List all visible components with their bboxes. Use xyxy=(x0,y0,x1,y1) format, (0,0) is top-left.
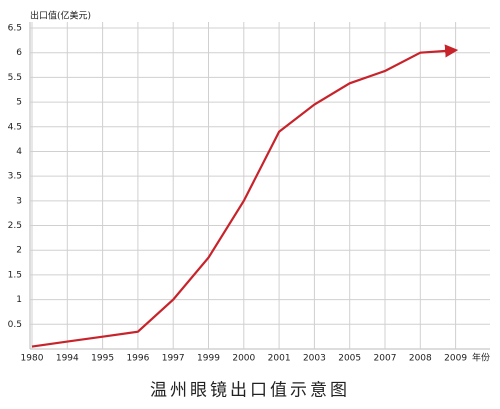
x-tick-label: 2000 xyxy=(232,354,255,364)
x-tick-label: 2009 xyxy=(444,354,467,364)
x-tick-label: 1995 xyxy=(91,354,114,364)
y-tick-label: 1 xyxy=(16,295,22,305)
x-tick-label: 1999 xyxy=(197,354,220,364)
y-tick-label: 0.5 xyxy=(8,320,22,330)
data-line xyxy=(31,44,459,348)
x-tick-label: 1994 xyxy=(56,354,79,364)
chart-title: 温州眼镜出口值示意图 xyxy=(150,381,350,401)
y-tick-label: 6 xyxy=(16,48,22,58)
x-tick-label: 2007 xyxy=(374,354,397,364)
y-tick-label: 2.5 xyxy=(8,221,22,231)
y-tick-label: 5.5 xyxy=(8,73,22,83)
y-tick-label: 3.5 xyxy=(8,172,22,182)
x-axis-label: 年份 xyxy=(472,352,490,364)
x-tick-label: 1980 xyxy=(21,354,44,364)
y-axis-label: 出口值(亿美元) xyxy=(30,10,91,22)
x-tick-label: 1997 xyxy=(162,354,185,364)
y-tick-label: 4 xyxy=(16,147,22,157)
y-tick-label: 4.5 xyxy=(8,122,22,132)
y-tick-label: 3 xyxy=(16,196,22,206)
y-tick-label: 5 xyxy=(16,98,22,108)
x-tick-label: 2001 xyxy=(268,354,291,364)
y-tick-label: 1.5 xyxy=(8,270,22,280)
y-tick-label: 2 xyxy=(16,246,22,256)
x-tick-label: 2008 xyxy=(409,354,432,364)
y-tick-label: 6.5 xyxy=(8,24,22,34)
x-tick-label: 2003 xyxy=(303,354,326,364)
x-tick-label: 1996 xyxy=(126,354,149,364)
x-tick-label: 2005 xyxy=(338,354,361,364)
